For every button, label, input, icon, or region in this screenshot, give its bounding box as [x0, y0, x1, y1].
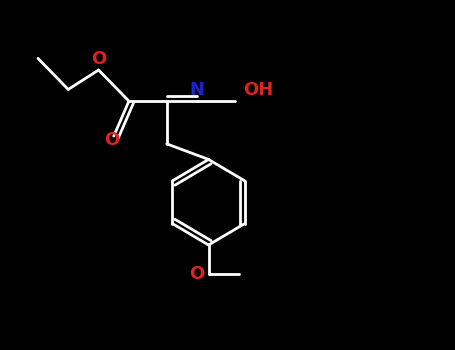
Text: N: N [190, 81, 205, 99]
Text: O: O [104, 131, 120, 149]
Text: O: O [189, 265, 205, 283]
Text: O: O [91, 50, 106, 68]
Text: OH: OH [243, 81, 273, 99]
